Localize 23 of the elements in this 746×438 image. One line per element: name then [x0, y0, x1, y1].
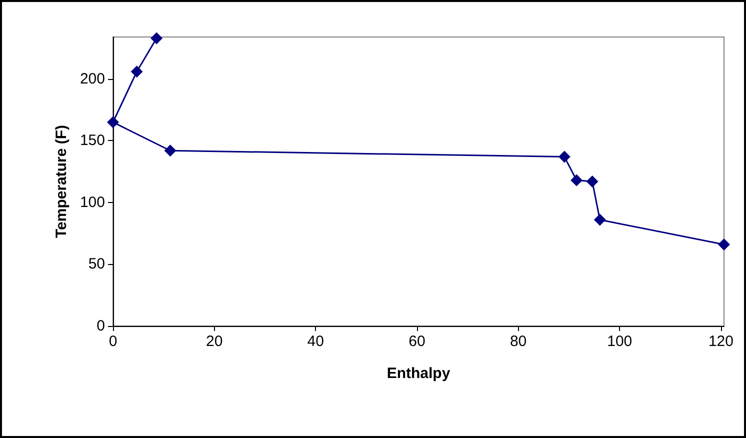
y-tick-label: 100 [80, 194, 105, 211]
x-axis-title: Enthalpy [386, 365, 451, 382]
point [570, 174, 583, 186]
y-tick-label: 50 [88, 256, 105, 273]
point [150, 32, 163, 44]
y-tick-label: 0 [96, 318, 105, 334]
y-tick-label: 150 [80, 132, 105, 150]
x-tick-label: 100 [607, 333, 632, 350]
point [130, 66, 143, 78]
point [586, 176, 598, 188]
point [164, 144, 176, 157]
x-tick-label: 40 [307, 333, 324, 350]
x-tick-label: 120 [708, 333, 734, 350]
x-tick-label: 0 [108, 333, 118, 350]
y-axis-title: Temperature (F) [53, 124, 70, 238]
point [107, 116, 119, 128]
y-tick-label: 200 [80, 70, 105, 88]
x-tick-label: 80 [510, 333, 527, 350]
point [558, 150, 570, 163]
x-tick-label: 20 [206, 333, 223, 350]
point [594, 214, 606, 226]
point [718, 238, 730, 250]
x-tick-label: 60 [408, 333, 426, 350]
